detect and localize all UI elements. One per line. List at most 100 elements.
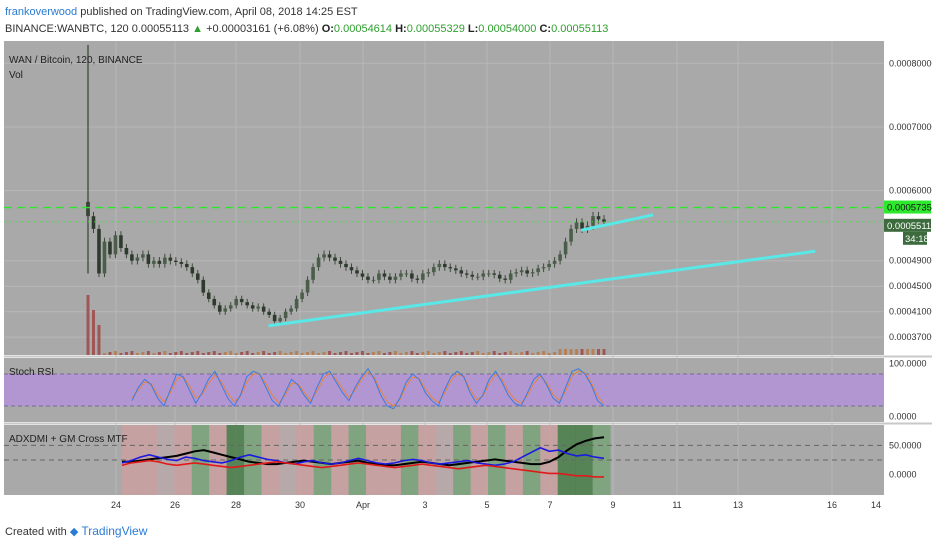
volume-bar (157, 352, 161, 355)
time-tick-label: 14 (871, 500, 881, 510)
volume-bar (366, 353, 370, 355)
volume-bar (234, 353, 238, 355)
candle-body (371, 279, 376, 281)
candle-body (558, 254, 562, 261)
volume-bar (454, 352, 458, 355)
volume-bar (86, 295, 90, 355)
candle-body (393, 276, 398, 280)
price-tick-label: 0.00049000 (889, 256, 932, 266)
time-tick-label: 24 (111, 500, 121, 510)
volume-bar (498, 353, 502, 355)
candle-body (300, 292, 304, 299)
candle-body (481, 273, 486, 277)
candle-body (344, 263, 348, 268)
candle-body (536, 268, 540, 273)
candle-body (585, 225, 590, 229)
price-tick-label: 0.00080000 (889, 58, 932, 68)
volume-bar (388, 352, 392, 355)
volume-bar (267, 353, 271, 355)
candle-body (382, 273, 387, 277)
volume-bar (185, 353, 189, 355)
volume-bar (306, 352, 310, 355)
price-axis[interactable] (884, 41, 932, 495)
candle-body (157, 260, 162, 264)
volume-bar (251, 353, 255, 355)
candle-body (525, 270, 529, 274)
candle-body (591, 216, 595, 226)
volume-bar (300, 353, 304, 355)
candle-body (113, 235, 118, 255)
trend-zone (156, 425, 175, 495)
volume-bar (141, 352, 145, 355)
candle-body (596, 216, 601, 220)
volume-bar (481, 353, 485, 355)
candle-body (338, 260, 343, 264)
rsi-tick-100: 100.0000 (889, 358, 927, 368)
symbol-header: BINANCE:WANBTC, 120 0.00055113 ▲ +0.0000… (5, 23, 608, 35)
last-price-text: 0.00055113 (887, 221, 932, 232)
candle-body (443, 263, 447, 268)
candle-body (327, 254, 332, 258)
volume-bar (410, 351, 414, 355)
author-link[interactable]: frankoverwood (5, 6, 78, 18)
volume-bar (256, 352, 260, 355)
volume-bar (174, 352, 178, 355)
candle-body (267, 311, 271, 315)
candle-body (228, 305, 233, 309)
candle-body (497, 274, 502, 279)
publish-header: frankoverwood published on TradingView.c… (5, 6, 358, 18)
adx-line (122, 436, 605, 467)
trend-zone (174, 425, 193, 495)
tradingview-brand[interactable]: TradingView (81, 524, 148, 538)
volume-bar (371, 352, 375, 355)
volume-bar (328, 351, 332, 355)
time-tick-label: 30 (295, 500, 305, 510)
candle-body (245, 302, 249, 306)
volume-bar (295, 351, 299, 355)
candle-body (366, 276, 370, 280)
candle-body (185, 263, 189, 268)
rsi-tick-0: 0.0000 (889, 412, 917, 422)
volume-bar (597, 349, 601, 355)
price-pane[interactable] (4, 41, 884, 355)
candle-body (217, 305, 222, 312)
volume-bar (124, 352, 128, 355)
open-label: O: (321, 23, 334, 35)
volume-bar (432, 353, 436, 355)
candle-body (135, 257, 140, 261)
volume-bar (179, 351, 183, 355)
candle-body (316, 257, 321, 268)
volume-bar (443, 351, 447, 355)
candle-body (459, 270, 464, 274)
trendline-short[interactable] (581, 213, 654, 232)
volume-bar (349, 353, 353, 355)
candle-body (212, 298, 217, 306)
volume-bar (163, 351, 167, 355)
price-change: +0.00003161 (+6.08%) (206, 23, 319, 35)
volume-bar (509, 351, 513, 355)
resistance-price-tag (884, 200, 931, 214)
resistance-price-text: 0.00057351 (887, 203, 932, 214)
candle-body (333, 257, 337, 261)
rsi-k-line (131, 367, 605, 410)
volume-bar (575, 349, 579, 355)
candle-body (152, 260, 156, 264)
candle-body (519, 270, 524, 273)
candle-body (283, 311, 288, 319)
price-tick-label: 0.00041000 (889, 307, 932, 317)
volume-bar (212, 351, 216, 355)
candle-body (574, 222, 579, 229)
candle-body (349, 267, 354, 271)
candle-body (580, 222, 584, 229)
volume-bar (465, 353, 469, 355)
trendline-support[interactable] (268, 249, 816, 328)
candle-body (377, 273, 381, 280)
candle-body (305, 279, 310, 293)
candle-body (541, 267, 546, 269)
candle-body (421, 273, 425, 280)
time-tick-label: 28 (231, 500, 241, 510)
candle-body (437, 263, 442, 268)
candle-body (108, 241, 112, 255)
volume-bar (476, 351, 480, 355)
